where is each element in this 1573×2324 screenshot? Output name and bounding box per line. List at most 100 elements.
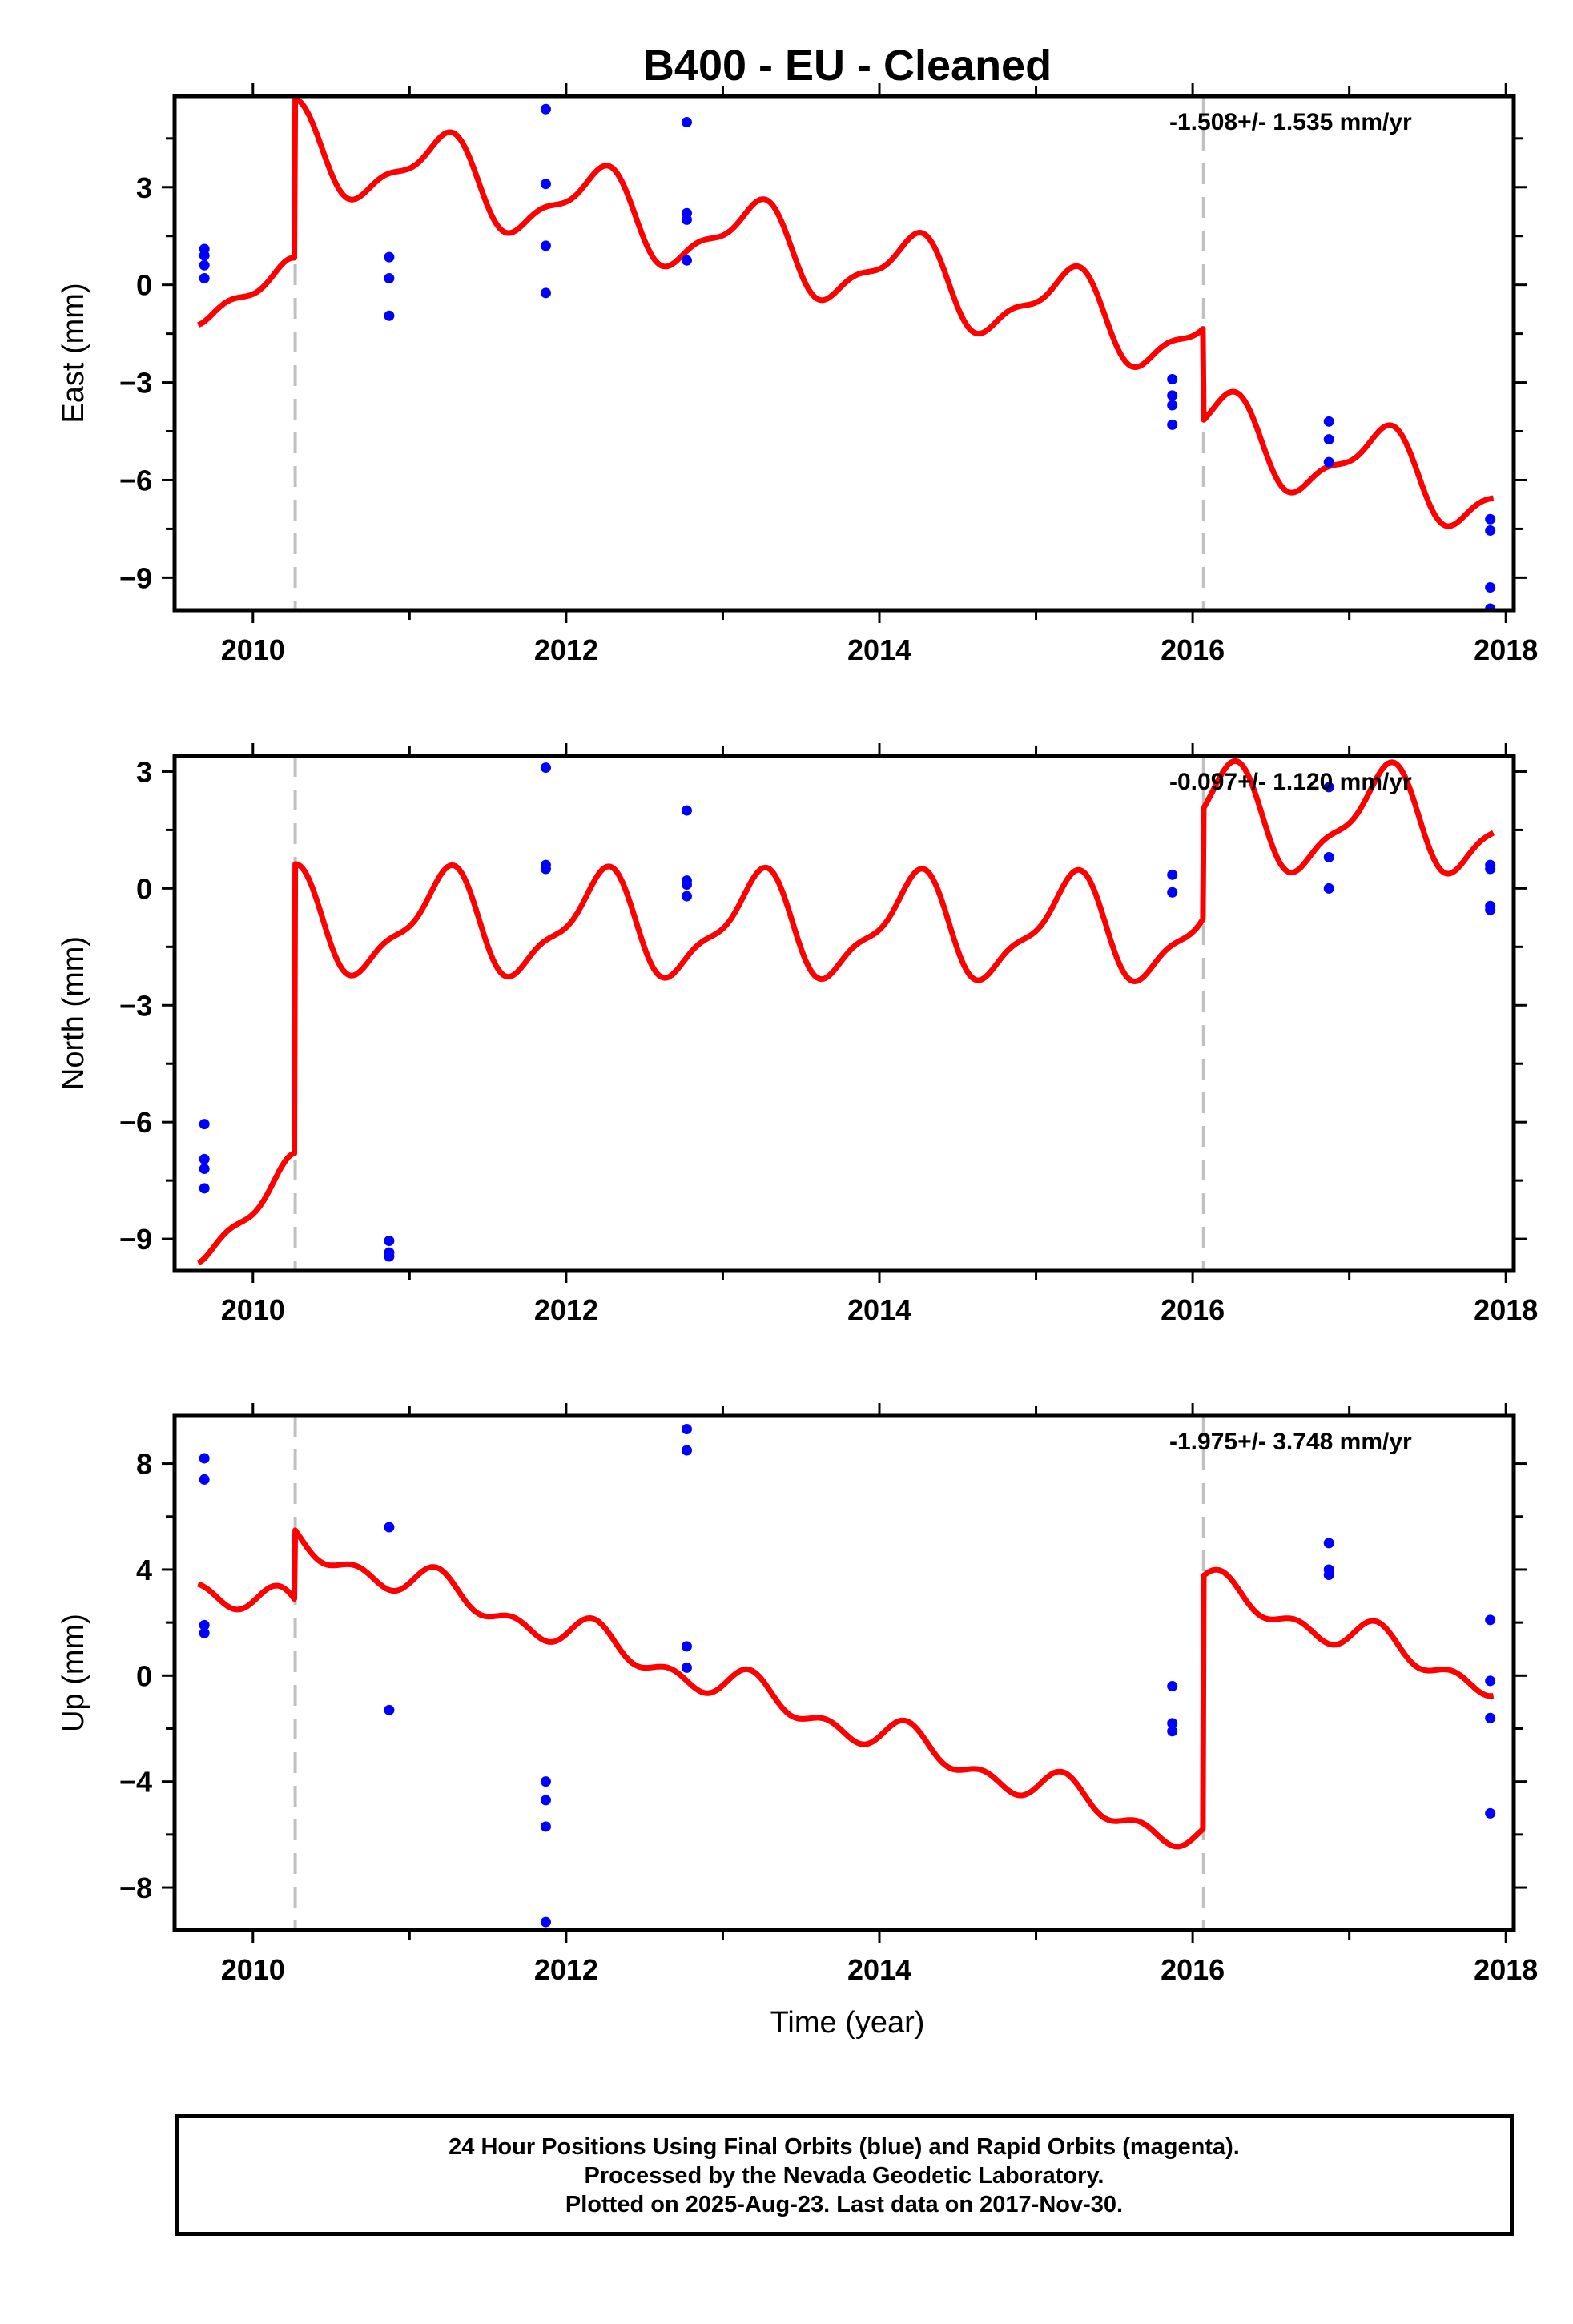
up-x-tick-label: 2016 [1161, 1953, 1225, 1986]
up-data-point [681, 1424, 692, 1435]
up-data [196, 1424, 1496, 1928]
north-data-point [540, 863, 551, 875]
east-data-point [384, 273, 395, 284]
east-y-tick-label: 3 [136, 171, 152, 204]
up-data-point [540, 1795, 551, 1806]
up-panel: 2010 2012 2014 2016 2018 8 4 0 −4 −8 Up (mm) -1.975… [57, 1403, 1538, 1986]
north-x-tick-label: 2018 [1474, 1293, 1538, 1326]
up-data-point [540, 1821, 551, 1832]
east-data-point [681, 117, 692, 128]
north-y-tick-label: 3 [136, 755, 152, 788]
east-data-point [1485, 525, 1496, 536]
east-data [196, 96, 1496, 610]
up-data-point [1167, 1681, 1178, 1692]
up-data-point [199, 1453, 210, 1464]
up-data-point [1323, 1538, 1334, 1549]
up-data-point [199, 1619, 210, 1630]
north-data-point [199, 1153, 210, 1164]
east-data-point [540, 103, 551, 115]
east-data-point [1167, 374, 1178, 385]
east-data-point [1323, 434, 1334, 445]
up-data-point [1485, 1807, 1496, 1819]
north-y-axis-label: North (mm) [57, 936, 91, 1090]
north-panel: 2010 2012 2014 2016 2018 3 0 −3 −6 −9 North (mm) -0… [57, 743, 1538, 1326]
east-y-axis-label: East (mm) [57, 283, 91, 423]
up-data-point [681, 1445, 692, 1456]
up-y-axis-label: Up (mm) [57, 1614, 91, 1732]
east-y-tick-label: −6 [119, 464, 152, 497]
east-data-point [1167, 390, 1178, 401]
footer-line-2: Processed by the Nevada Geodetic Laborat… [584, 2163, 1104, 2189]
up-x-tick-label: 2010 [221, 1953, 285, 1986]
east-data-point [199, 273, 210, 284]
north-data [196, 758, 1496, 1266]
north-data-point [1323, 851, 1334, 862]
north-data-point [199, 1183, 210, 1194]
east-frame [172, 94, 1516, 613]
up-data-point [1323, 1570, 1334, 1581]
up-y-tick-label: 0 [136, 1659, 152, 1692]
north-data-point [1485, 904, 1496, 915]
up-data-point [1485, 1614, 1496, 1626]
up-rate-text: -1.975+/- 3.748 mm/yr [1169, 1429, 1412, 1455]
up-data-point [199, 1474, 210, 1485]
north-model-curve [196, 758, 1495, 1266]
east-data-point [1485, 582, 1496, 593]
north-frame [172, 754, 1516, 1273]
east-data-point [384, 251, 395, 263]
east-data-point [199, 250, 210, 261]
north-data-point [540, 762, 551, 774]
up-data-point [384, 1522, 395, 1533]
east-data-point [1323, 416, 1334, 427]
east-data-point [1167, 419, 1178, 430]
up-data-point [540, 1916, 551, 1928]
north-y-tick-label: −6 [119, 1106, 152, 1139]
up-y-tick-label: −8 [119, 1872, 152, 1904]
up-data-point [681, 1641, 692, 1652]
east-data-point [199, 259, 210, 271]
up-data-point [1167, 1726, 1178, 1737]
north-data-point [199, 1164, 210, 1175]
east-rate-text: -1.508+/- 1.535 mm/yr [1169, 109, 1412, 135]
east-data-point [1485, 513, 1496, 525]
east-data-point [540, 287, 551, 299]
north-data-point [1167, 869, 1178, 880]
north-y-tick-label: −9 [119, 1223, 152, 1256]
up-data-point [1167, 1718, 1178, 1729]
east-x-tick-label: 2012 [534, 633, 598, 666]
up-y-tick-label: −4 [119, 1766, 152, 1799]
east-panel: 2010 2012 2014 2016 2018 3 0 −3 −6 −9 East (mm) -1.… [57, 83, 1538, 666]
up-frame [172, 1413, 1516, 1932]
up-y-tick-label: 4 [136, 1554, 152, 1586]
north-rate-text: -0.097+/- 1.120 mm/yr [1169, 769, 1412, 795]
east-data-point [540, 179, 551, 190]
east-y-tick-label: 0 [136, 269, 152, 302]
up-data-point [199, 1627, 210, 1638]
up-x-tick-label: 2014 [847, 1953, 911, 1986]
east-data-point [681, 214, 692, 225]
north-data-point [1167, 887, 1178, 898]
north-data-point [681, 805, 692, 816]
east-data-point [540, 240, 551, 251]
footer-line-3: Plotted on 2025-Aug-23. Last data on 201… [565, 2192, 1124, 2217]
north-data-point [384, 1251, 395, 1262]
north-x-tick-label: 2012 [534, 1293, 598, 1326]
north-x-tick-label: 2010 [221, 1293, 285, 1326]
north-data-point [681, 879, 692, 890]
east-data-point [681, 255, 692, 266]
north-x-tick-label: 2016 [1161, 1293, 1225, 1326]
up-data-point [384, 1704, 395, 1715]
north-y-tick-label: −3 [119, 989, 152, 1022]
east-model-curve [196, 96, 1495, 529]
east-y-tick-label: −3 [119, 367, 152, 400]
up-model-curve [196, 1527, 1495, 1850]
east-data-point [1323, 456, 1334, 468]
east-x-tick-label: 2014 [847, 633, 911, 666]
north-data-point [681, 891, 692, 902]
east-data-point [1167, 400, 1178, 411]
footer-line-1: 24 Hour Positions Using Final Orbits (bl… [449, 2134, 1240, 2160]
up-data-point [1485, 1712, 1496, 1723]
north-data-point [1323, 782, 1334, 793]
footer-box: 24 Hour Positions Using Final Orbits (bl… [175, 2114, 1514, 2236]
